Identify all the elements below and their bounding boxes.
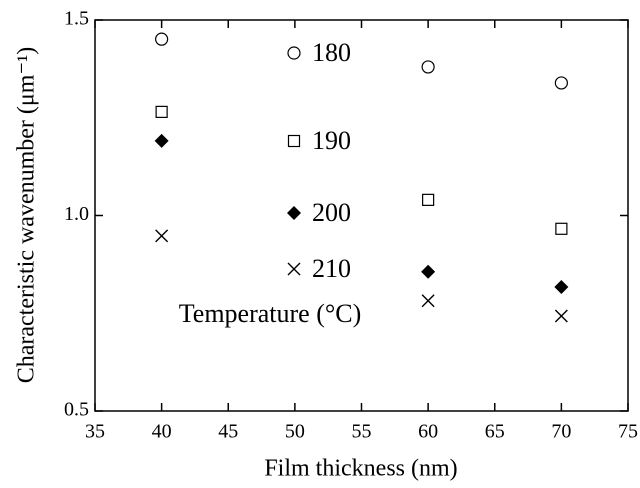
x-axis-label: Film thickness (nm) <box>264 456 457 482</box>
marker <box>422 193 435 206</box>
marker <box>154 133 169 148</box>
marker <box>554 280 569 295</box>
x-tick-label: 35 <box>85 421 105 443</box>
legend-label: 180 <box>312 38 351 67</box>
marker <box>555 222 568 235</box>
marker <box>155 32 169 46</box>
marker <box>155 105 168 118</box>
marker <box>554 309 568 323</box>
marker <box>554 76 568 90</box>
legend-label: 200 <box>312 198 351 227</box>
y-axis-label: Characteristic wavenumber (μm⁻¹) <box>14 47 40 384</box>
y-tick-label: 0.5 <box>64 399 89 421</box>
x-tick-label: 40 <box>152 421 172 443</box>
legend-label: 190 <box>312 126 351 155</box>
legend-marker <box>287 206 301 220</box>
x-tick-label: 65 <box>485 421 505 443</box>
legend-title: Temperature (°C) <box>179 299 362 328</box>
x-tick-label: 55 <box>352 421 372 443</box>
x-tick-label: 60 <box>418 421 438 443</box>
marker <box>421 60 435 74</box>
legend-marker <box>287 262 301 276</box>
x-tick-label: 50 <box>285 421 305 443</box>
x-tick-label: 45 <box>218 421 238 443</box>
marker <box>421 294 435 308</box>
plot-frame <box>94 19 629 412</box>
marker <box>155 229 169 243</box>
legend-label: 210 <box>312 254 351 283</box>
y-tick-label: 1.5 <box>64 8 89 30</box>
x-tick-label: 75 <box>618 421 638 443</box>
legend-marker <box>287 46 301 60</box>
x-tick-label: 70 <box>551 421 571 443</box>
marker <box>421 264 436 279</box>
legend-marker <box>287 134 301 148</box>
y-tick-label: 1.0 <box>64 203 89 225</box>
